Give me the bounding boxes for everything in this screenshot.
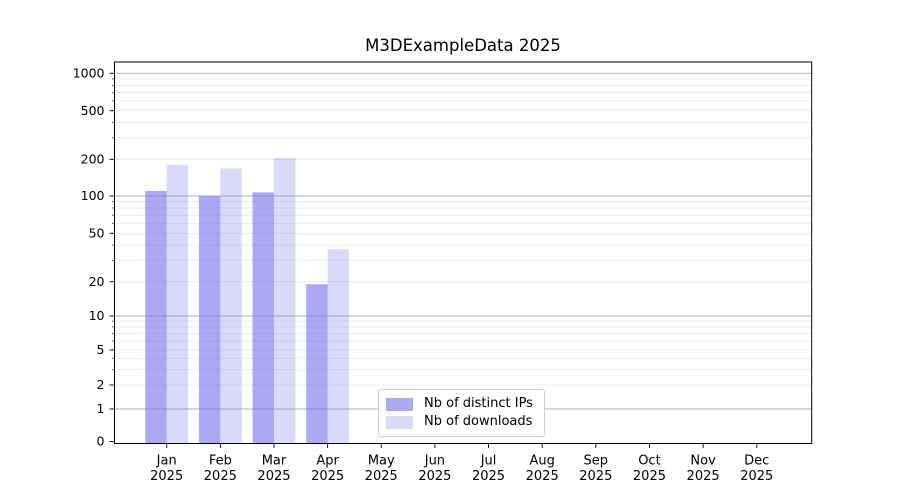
x-tick-label-month: Jul bbox=[480, 454, 497, 469]
bar-downloads bbox=[273, 157, 296, 444]
x-tick-label-year: 2025 bbox=[204, 469, 237, 484]
y-tick-label: 50 bbox=[89, 226, 105, 241]
x-tick-label-year: 2025 bbox=[365, 469, 398, 484]
bar-distinct-ips bbox=[252, 192, 274, 443]
x-tick-label-year: 2025 bbox=[579, 469, 612, 484]
y-tick-label: 2 bbox=[97, 377, 105, 392]
x-tick-label-month: Apr bbox=[316, 454, 339, 469]
y-tick-label: 200 bbox=[81, 152, 105, 167]
bar-downloads bbox=[327, 249, 350, 443]
x-tick-label-year: 2025 bbox=[687, 469, 720, 484]
legend-label-distinct-ips: Nb of distinct IPs bbox=[424, 396, 533, 411]
legend-swatch-distinct-ips bbox=[386, 397, 413, 411]
legend-swatch-downloads bbox=[386, 415, 413, 429]
y-tick-label: 20 bbox=[89, 274, 105, 289]
x-tick-label-month: Dec bbox=[744, 454, 769, 469]
x-tick-label-month: Feb bbox=[209, 454, 232, 469]
x-tick-label-month: Mar bbox=[262, 454, 287, 469]
x-tick-label-year: 2025 bbox=[740, 469, 773, 484]
y-tick-label: 1 bbox=[97, 401, 105, 416]
plot-border bbox=[114, 61, 813, 444]
x-tick-label-month: Jan bbox=[156, 454, 177, 469]
legend-item-downloads: Nb of downloads bbox=[386, 414, 536, 430]
x-tick-label-month: Jun bbox=[424, 454, 445, 469]
x-tick-label-year: 2025 bbox=[526, 469, 559, 484]
chart-title: M3DExampleData 2025 bbox=[365, 36, 561, 55]
x-tick-label-month: Sep bbox=[584, 454, 609, 469]
x-tick-label-year: 2025 bbox=[150, 469, 183, 484]
x-tick-label-month: Oct bbox=[638, 454, 660, 469]
x-tick-label-year: 2025 bbox=[311, 469, 344, 484]
x-tick-label-year: 2025 bbox=[257, 469, 290, 484]
y-tick-label: 1000 bbox=[73, 66, 105, 81]
x-tick-label-year: 2025 bbox=[633, 469, 666, 484]
x-tick-label-month: May bbox=[368, 454, 395, 469]
legend-label-downloads: Nb of downloads bbox=[424, 414, 533, 429]
bar-distinct-ips bbox=[145, 190, 167, 443]
bar-distinct-ips bbox=[198, 196, 221, 443]
y-tick-label: 0 bbox=[97, 434, 105, 449]
legend-item-distinct-ips: Nb of distinct IPs bbox=[386, 396, 536, 412]
bar-downloads bbox=[220, 168, 242, 443]
y-tick-label: 5 bbox=[97, 342, 105, 357]
y-tick-label: 500 bbox=[81, 103, 105, 118]
bar-downloads bbox=[166, 164, 189, 443]
x-tick-label-month: Nov bbox=[690, 454, 716, 469]
x-tick-label-month: Aug bbox=[529, 454, 554, 469]
y-tick-label: 10 bbox=[89, 308, 105, 323]
x-tick-label-year: 2025 bbox=[472, 469, 505, 484]
x-tick-label-year: 2025 bbox=[418, 469, 451, 484]
legend: Nb of distinct IPs Nb of downloads bbox=[378, 389, 545, 437]
y-tick-label: 100 bbox=[81, 188, 105, 203]
bar-distinct-ips bbox=[306, 284, 328, 443]
